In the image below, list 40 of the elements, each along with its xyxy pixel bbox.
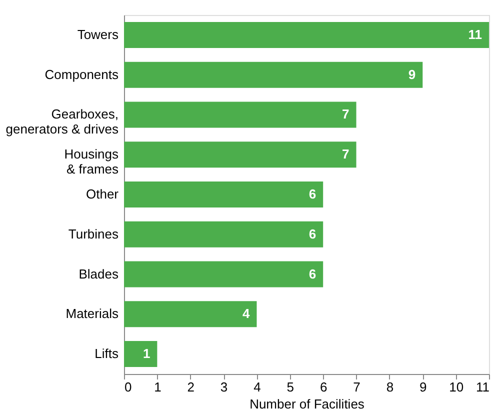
x-tick-label: 4 [254, 380, 261, 394]
data-label: 11 [468, 26, 482, 42]
y-tick-label: Towers [77, 26, 119, 42]
bar [124, 301, 257, 328]
x-tick-label: 3 [220, 380, 228, 394]
x-axis-title: Number of Facilities [250, 396, 365, 412]
x-tick-label: 6 [320, 380, 328, 394]
y-tick-label: Components [44, 66, 119, 82]
y-tick-label: Other [86, 186, 120, 202]
x-tick-label: 9 [420, 380, 427, 394]
bar [124, 102, 356, 128]
y-tick-label: Blades [78, 266, 119, 282]
x-tick-label: 8 [386, 380, 394, 394]
data-label: 4 [242, 306, 250, 322]
y-tick-label: Lifts [94, 346, 119, 362]
x-tick-label: 5 [286, 380, 294, 394]
x-tick-label: 1 [154, 380, 162, 394]
y-tick-label: Housings & frames [64, 146, 119, 177]
data-label: 9 [408, 66, 416, 82]
bar [124, 341, 158, 368]
y-tick-label: Materials [66, 306, 119, 322]
bar [124, 261, 324, 288]
bar [124, 142, 356, 168]
data-label: 6 [308, 186, 316, 202]
x-tick-label: 2 [187, 380, 194, 394]
y-tick-label: Gearboxes, generators & drives [6, 106, 119, 137]
x-tick-label: 0 [124, 380, 132, 394]
data-label: 6 [308, 226, 316, 242]
bar [124, 221, 324, 248]
bar [124, 182, 324, 208]
x-tick-label: 7 [353, 380, 360, 394]
data-label: 1 [142, 346, 150, 362]
y-tick-label: Turbines [68, 226, 119, 242]
data-label: 7 [342, 146, 350, 162]
bar [124, 22, 489, 48]
data-label: 6 [308, 266, 316, 282]
x-tick-label: 11 [476, 380, 490, 394]
data-label: 7 [342, 106, 350, 122]
bar [124, 62, 423, 88]
x-tick-label: 10 [449, 380, 464, 394]
